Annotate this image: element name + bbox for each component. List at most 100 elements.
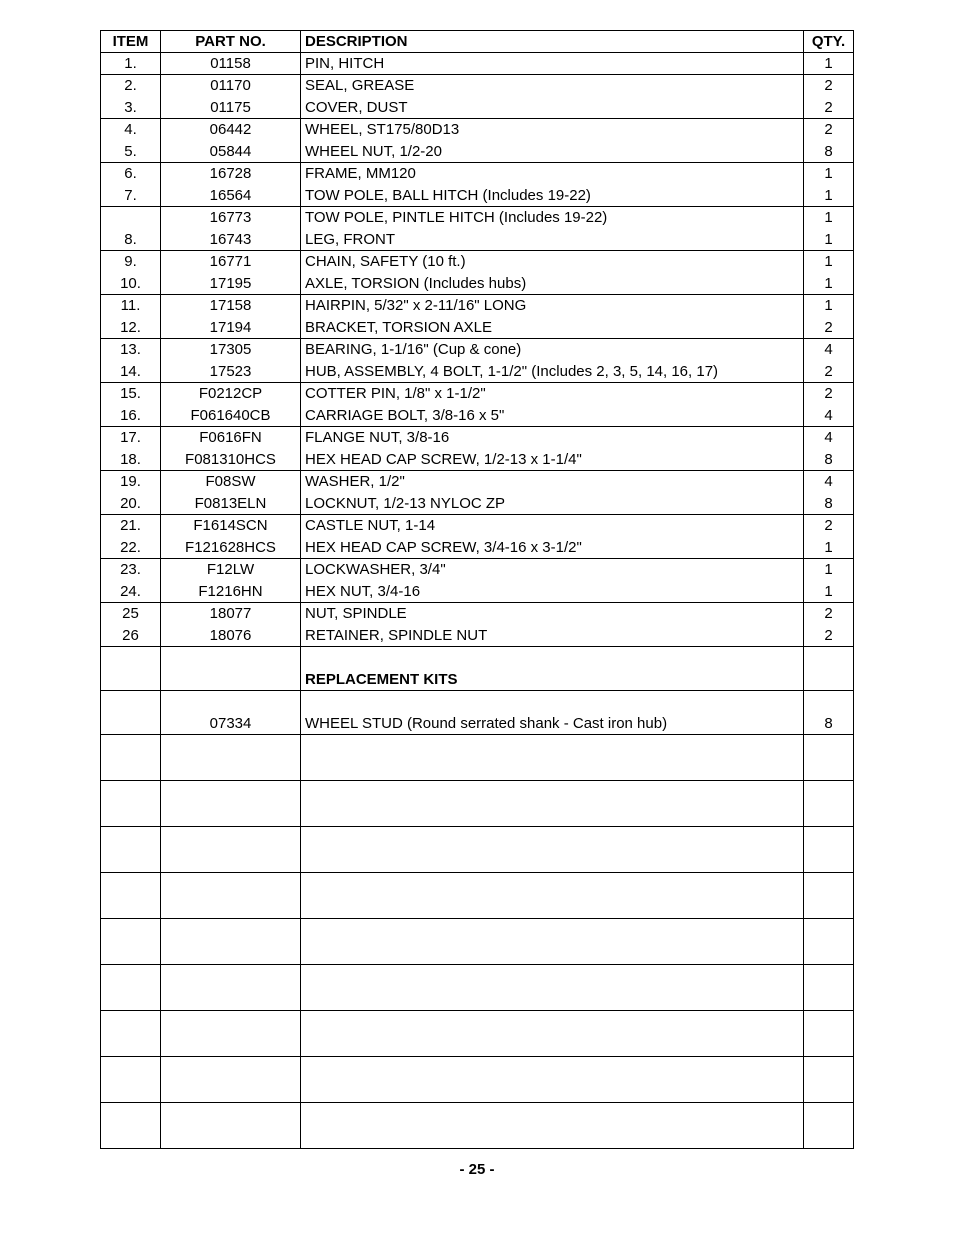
- cell-desc: [301, 1103, 804, 1149]
- table-row: 23.F12LWLOCKWASHER, 3/4"1: [101, 559, 854, 581]
- cell-desc: AXLE, TORSION (Includes hubs): [301, 273, 804, 295]
- cell-desc: CARRIAGE BOLT, 3/8-16 x 5": [301, 405, 804, 427]
- cell-partno: F081310HCS: [161, 449, 301, 471]
- cell-item: 4.: [101, 119, 161, 141]
- cell-partno: [161, 1103, 301, 1149]
- cell-item: 26: [101, 625, 161, 647]
- cell-qty: 1: [804, 273, 854, 295]
- page-number: - 25 -: [100, 1161, 854, 1178]
- cell-item: 23.: [101, 559, 161, 581]
- table-row: 4.06442WHEEL, ST175/80D132: [101, 119, 854, 141]
- parts-table: ITEM PART NO. DESCRIPTION QTY. 1.01158PI…: [100, 30, 854, 1149]
- cell-qty: 1: [804, 537, 854, 559]
- cell-qty: 1: [804, 53, 854, 75]
- empty-row: [101, 873, 854, 919]
- cell-desc: [301, 1011, 804, 1057]
- cell-partno: 16771: [161, 251, 301, 273]
- cell-qty: [804, 781, 854, 827]
- cell-desc: LEG, FRONT: [301, 229, 804, 251]
- cell-partno: F0616FN: [161, 427, 301, 449]
- cell-desc: LOCKWASHER, 3/4": [301, 559, 804, 581]
- cell-qty: [804, 1103, 854, 1149]
- cell-desc: COTTER PIN, 1/8" x 1-1/2": [301, 383, 804, 405]
- cell-item: 16.: [101, 405, 161, 427]
- cell-qty: 1: [804, 207, 854, 229]
- empty-row: [101, 1103, 854, 1149]
- cell-qty: 4: [804, 339, 854, 361]
- cell-qty: 8: [804, 449, 854, 471]
- cell-partno: [161, 873, 301, 919]
- cell-qty: [804, 735, 854, 781]
- cell-desc: [301, 873, 804, 919]
- empty-row: [101, 735, 854, 781]
- cell-partno: 17158: [161, 295, 301, 317]
- cell-item: 18.: [101, 449, 161, 471]
- cell-qty: [804, 873, 854, 919]
- cell-item: [101, 669, 161, 691]
- cell-item: 5.: [101, 141, 161, 163]
- table-row: 18.F081310HCSHEX HEAD CAP SCREW, 1/2-13 …: [101, 449, 854, 471]
- cell-desc: [301, 735, 804, 781]
- cell-qty: 1: [804, 251, 854, 273]
- cell-desc: HAIRPIN, 5/32" x 2-11/16" LONG: [301, 295, 804, 317]
- cell-qty: 2: [804, 625, 854, 647]
- table-row: 10.17195AXLE, TORSION (Includes hubs)1: [101, 273, 854, 295]
- table-row: 1.01158PIN, HITCH1: [101, 53, 854, 75]
- cell-partno: [161, 827, 301, 873]
- cell-partno: 06442: [161, 119, 301, 141]
- cell-item: 8.: [101, 229, 161, 251]
- header-qty: QTY.: [804, 31, 854, 53]
- cell-desc: TOW POLE, BALL HITCH (Includes 19-22): [301, 185, 804, 207]
- cell-qty: 2: [804, 97, 854, 119]
- cell-qty: 4: [804, 405, 854, 427]
- table-row: 2518077NUT, SPINDLE2: [101, 603, 854, 625]
- cell-item: 19.: [101, 471, 161, 493]
- cell-partno: F0813ELN: [161, 493, 301, 515]
- cell-item: [101, 781, 161, 827]
- cell-qty: [804, 965, 854, 1011]
- cell-desc: CHAIN, SAFETY (10 ft.): [301, 251, 804, 273]
- cell-partno: 16773: [161, 207, 301, 229]
- empty-row: [101, 781, 854, 827]
- cell-item: [101, 1011, 161, 1057]
- cell-qty: 1: [804, 559, 854, 581]
- cell-partno: 16564: [161, 185, 301, 207]
- cell-item: 24.: [101, 581, 161, 603]
- cell-partno: 17523: [161, 361, 301, 383]
- cell-item: 2.: [101, 75, 161, 97]
- table-row: 22.F121628HCSHEX HEAD CAP SCREW, 3/4-16 …: [101, 537, 854, 559]
- table-row: 17.F0616FNFLANGE NUT, 3/8-164: [101, 427, 854, 449]
- cell-desc: TOW POLE, PINTLE HITCH (Includes 19-22): [301, 207, 804, 229]
- cell-desc: BRACKET, TORSION AXLE: [301, 317, 804, 339]
- cell-desc: [301, 965, 804, 1011]
- table-row: 19.F08SWWASHER, 1/2"4: [101, 471, 854, 493]
- table-row: 13.17305BEARING, 1-1/16" (Cup & cone)4: [101, 339, 854, 361]
- cell-desc: [301, 691, 804, 713]
- cell-qty: 1: [804, 163, 854, 185]
- table-row: 12.17194BRACKET, TORSION AXLE2: [101, 317, 854, 339]
- table-row: 15.F0212CPCOTTER PIN, 1/8" x 1-1/2"2: [101, 383, 854, 405]
- cell-desc: LOCKNUT, 1/2-13 NYLOC ZP: [301, 493, 804, 515]
- cell-desc: SEAL, GREASE: [301, 75, 804, 97]
- table-row: 6.16728FRAME, MM1201: [101, 163, 854, 185]
- cell-desc: [301, 647, 804, 669]
- table-row: 07334WHEEL STUD (Round serrated shank - …: [101, 713, 854, 735]
- cell-qty: 1: [804, 295, 854, 317]
- cell-qty: 4: [804, 471, 854, 493]
- cell-partno: [161, 1057, 301, 1103]
- cell-item: [101, 1103, 161, 1149]
- table-row: 3.01175COVER, DUST2: [101, 97, 854, 119]
- cell-item: 6.: [101, 163, 161, 185]
- cell-qty: 8: [804, 713, 854, 735]
- table-row: 2618076RETAINER, SPINDLE NUT2: [101, 625, 854, 647]
- table-row: 24.F1216HNHEX NUT, 3/4-161: [101, 581, 854, 603]
- cell-qty: [804, 1011, 854, 1057]
- cell-item: [101, 735, 161, 781]
- table-row: 5.05844WHEEL NUT, 1/2-208: [101, 141, 854, 163]
- table-row: 21.F1614SCNCASTLE NUT, 1-142: [101, 515, 854, 537]
- table-row: 16.F061640CBCARRIAGE BOLT, 3/8-16 x 5"4: [101, 405, 854, 427]
- blank-row: [101, 647, 854, 669]
- empty-row: [101, 1011, 854, 1057]
- cell-partno: [161, 647, 301, 669]
- header-desc: DESCRIPTION: [301, 31, 804, 53]
